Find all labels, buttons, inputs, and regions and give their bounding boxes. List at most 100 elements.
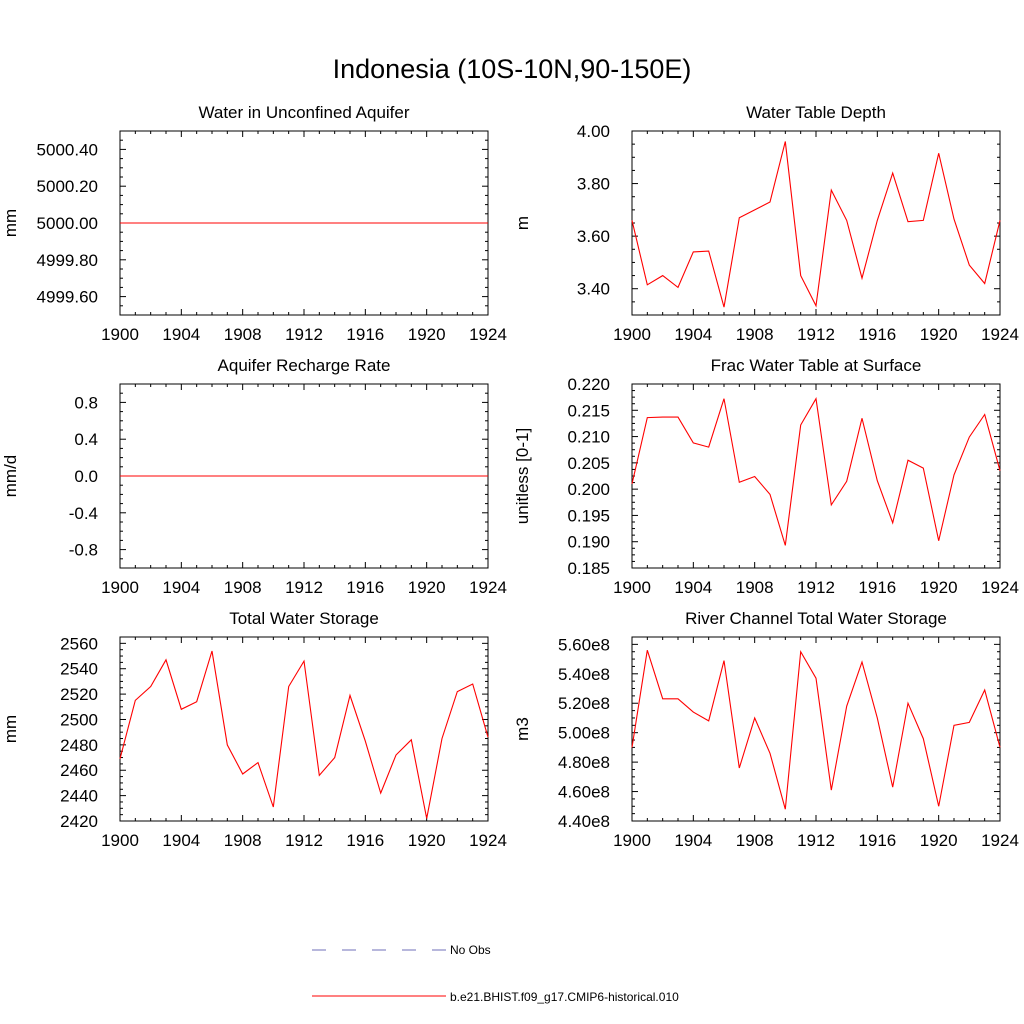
panel-title: Aquifer Recharge Rate <box>218 356 391 375</box>
x-tick-label: 1924 <box>981 325 1019 344</box>
y-tick-label: 4.80e8 <box>558 753 610 772</box>
y-tick-label: 3.40 <box>577 280 610 299</box>
y-tick-label: 0.190 <box>567 533 610 552</box>
y-tick-label: 2500 <box>60 710 98 729</box>
x-tick-label: 1916 <box>346 831 384 850</box>
y-tick-label: 4.00 <box>577 122 610 141</box>
x-tick-label: 1912 <box>285 325 323 344</box>
x-tick-label: 1924 <box>469 831 507 850</box>
x-tick-label: 1900 <box>613 831 651 850</box>
x-tick-label: 1924 <box>981 578 1019 597</box>
y-tick-label: 5.20e8 <box>558 694 610 713</box>
plot-frame <box>631 130 1001 316</box>
y-axis-label: mm <box>1 715 20 743</box>
x-tick-label: 1920 <box>920 325 958 344</box>
x-tick-label: 1904 <box>674 578 712 597</box>
y-axis-label: m3 <box>513 717 532 741</box>
y-tick-label: 2540 <box>60 660 98 679</box>
y-axis-label: m <box>513 216 532 230</box>
series-line <box>119 650 489 819</box>
x-tick-label: 1904 <box>674 325 712 344</box>
x-tick-label: 1920 <box>408 831 446 850</box>
plot-frame <box>631 636 1001 822</box>
x-tick-label: 1900 <box>613 578 651 597</box>
x-tick-label: 1912 <box>797 578 835 597</box>
y-tick-label: 0.4 <box>74 430 98 449</box>
legend-label-no-obs: No Obs <box>450 943 491 957</box>
x-tick-label: 1904 <box>162 831 200 850</box>
y-tick-label: 5.40e8 <box>558 665 610 684</box>
y-tick-label: 2420 <box>60 812 98 831</box>
x-tick-label: 1920 <box>920 831 958 850</box>
y-tick-label: 0.195 <box>567 506 610 525</box>
y-tick-label: 0.215 <box>567 401 610 420</box>
y-tick-label: 0.0 <box>74 467 98 486</box>
x-tick-label: 1908 <box>736 831 774 850</box>
y-tick-label: -0.8 <box>69 541 98 560</box>
x-tick-label: 1908 <box>224 831 262 850</box>
y-tick-label: -0.4 <box>69 504 98 523</box>
y-tick-label: 2560 <box>60 634 98 653</box>
y-tick-label: 0.220 <box>567 375 610 394</box>
y-axis-label: mm/d <box>1 455 20 498</box>
y-tick-label: 3.80 <box>577 175 610 194</box>
figure-title: Indonesia (10S-10N,90-150E) <box>332 54 692 84</box>
y-tick-label: 4999.60 <box>37 288 98 307</box>
series-line <box>631 141 1001 308</box>
x-tick-label: 1900 <box>613 325 651 344</box>
y-tick-label: 0.210 <box>567 428 610 447</box>
y-tick-label: 4.60e8 <box>558 783 610 802</box>
legend-label-model-run: b.e21.BHIST.f09_g17.CMIP6-historical.010 <box>450 990 679 1004</box>
panel-title: Frac Water Table at Surface <box>711 356 922 375</box>
x-tick-label: 1924 <box>469 578 507 597</box>
x-tick-label: 1920 <box>408 325 446 344</box>
x-tick-label: 1904 <box>674 831 712 850</box>
y-tick-label: 0.200 <box>567 480 610 499</box>
plot-frame <box>631 383 1001 569</box>
y-tick-label: 2480 <box>60 736 98 755</box>
y-tick-label: 5.60e8 <box>558 635 610 654</box>
x-tick-label: 1924 <box>469 325 507 344</box>
x-tick-label: 1912 <box>797 831 835 850</box>
x-tick-label: 1916 <box>346 325 384 344</box>
x-tick-label: 1920 <box>408 578 446 597</box>
panel-title: River Channel Total Water Storage <box>685 609 947 628</box>
y-tick-label: 4999.80 <box>37 251 98 270</box>
x-tick-label: 1908 <box>736 325 774 344</box>
y-axis-label: unitless [0-1] <box>513 428 532 524</box>
y-tick-label: 0.8 <box>74 393 98 412</box>
x-tick-label: 1908 <box>224 578 262 597</box>
x-tick-label: 1916 <box>858 325 896 344</box>
x-tick-label: 1908 <box>736 578 774 597</box>
x-tick-label: 1908 <box>224 325 262 344</box>
y-tick-label: 2460 <box>60 761 98 780</box>
x-tick-label: 1916 <box>858 578 896 597</box>
y-tick-label: 0.185 <box>567 559 610 578</box>
x-tick-label: 1916 <box>346 578 384 597</box>
y-tick-label: 5000.20 <box>37 177 98 196</box>
x-tick-label: 1912 <box>797 325 835 344</box>
series-line <box>631 649 1001 810</box>
x-tick-label: 1912 <box>285 831 323 850</box>
y-tick-label: 5000.00 <box>37 214 98 233</box>
panel-title: Water Table Depth <box>746 103 886 122</box>
y-tick-label: 2440 <box>60 787 98 806</box>
y-tick-label: 2520 <box>60 685 98 704</box>
x-tick-label: 1904 <box>162 578 200 597</box>
x-tick-label: 1912 <box>285 578 323 597</box>
y-axis-label: mm <box>1 209 20 237</box>
y-tick-label: 3.60 <box>577 227 610 246</box>
series-line <box>631 397 1001 546</box>
panel-title: Water in Unconfined Aquifer <box>198 103 409 122</box>
x-tick-label: 1900 <box>101 831 139 850</box>
x-tick-label: 1920 <box>920 578 958 597</box>
x-tick-label: 1904 <box>162 325 200 344</box>
x-tick-label: 1900 <box>101 578 139 597</box>
y-tick-label: 0.205 <box>567 454 610 473</box>
y-tick-label: 5000.40 <box>37 140 98 159</box>
x-tick-label: 1924 <box>981 831 1019 850</box>
y-tick-label: 4.40e8 <box>558 812 610 831</box>
x-tick-label: 1900 <box>101 325 139 344</box>
y-tick-label: 5.00e8 <box>558 724 610 743</box>
